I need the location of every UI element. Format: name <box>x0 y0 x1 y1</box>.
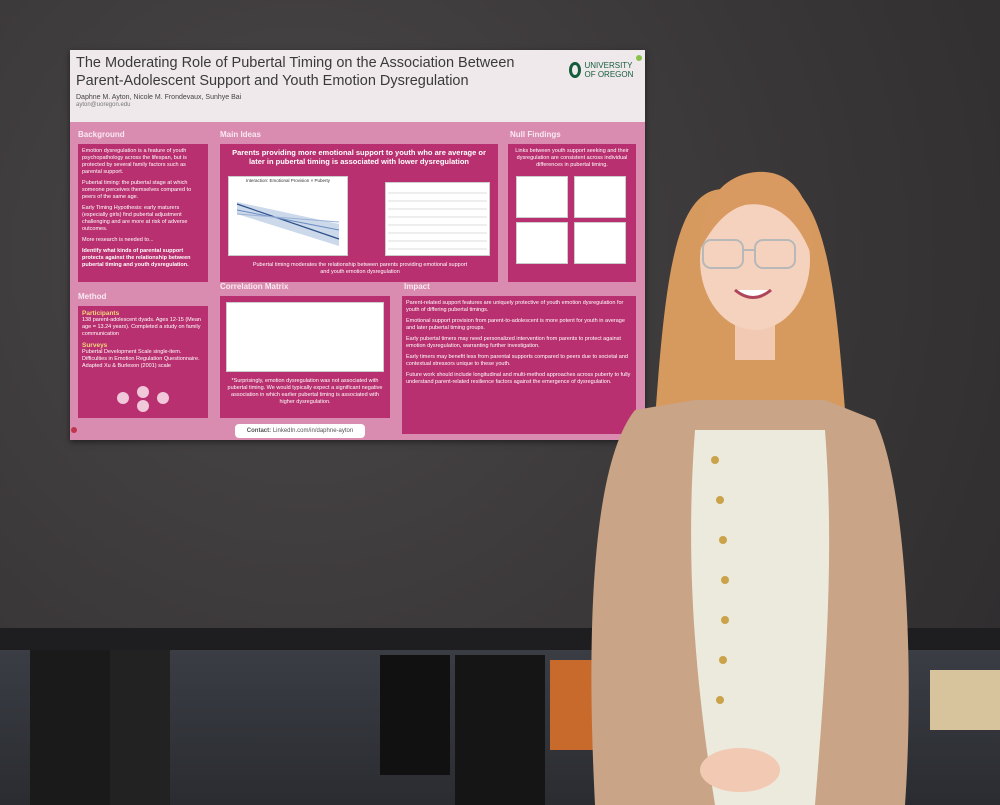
impact-bullet: Early pubertal timers may need personali… <box>406 336 621 349</box>
logo-text: UNIVERSITY OF OREGON <box>584 61 634 79</box>
impact-box: Parent-related support features are uniq… <box>402 296 636 434</box>
poster-email: ayton@uoregon.edu <box>76 102 131 108</box>
pushpin-icon <box>636 55 642 61</box>
impact-bullet: Emotional support provision from parent-… <box>406 318 625 331</box>
null-plot <box>516 222 568 264</box>
main-ideas-box: Parents providing more emotional support… <box>220 144 498 282</box>
main-caption: Pubertal timing moderates the relationsh… <box>252 262 468 275</box>
interaction-plot <box>236 202 340 246</box>
participants-heading: Participants <box>82 310 120 317</box>
background-bullet: Pubertal timing: the pubertal stage at w… <box>82 180 192 200</box>
section-main-ideas-heading: Main Ideas <box>220 130 261 139</box>
section-background-heading: Background <box>78 130 125 139</box>
section-impact-heading: Impact <box>404 282 430 291</box>
null-plot <box>574 176 626 218</box>
contact-label: Contact: <box>246 428 272 434</box>
correlation-box: *Surprisingly, emotion dysregulation was… <box>220 296 390 418</box>
oregon-o-icon <box>569 62 581 78</box>
pushpin-icon <box>71 427 77 433</box>
main-headline: Parents providing more emotional support… <box>232 148 486 166</box>
background-box: Emotion dysregulation is a feature of yo… <box>78 144 208 282</box>
participants-text: 138 parent-adolescent dyads. Ages 12-15 … <box>82 317 201 337</box>
background-bullet: Early Timing Hypothesis: early maturers … <box>82 205 188 232</box>
section-correlation-heading: Correlation Matrix <box>220 282 289 291</box>
paper-bag <box>930 670 1000 730</box>
background-bullet: More research is needed to... <box>82 237 154 243</box>
regression-table <box>385 182 490 256</box>
poster-authors: Daphne M. Ayton, Nicole M. Frondevaux, S… <box>76 94 242 101</box>
background-question: Identify what kinds of parental support … <box>82 248 191 268</box>
poster-body: Background Emotion dysregulation is a fe… <box>70 122 645 440</box>
null-plot <box>516 176 568 218</box>
university-logo: UNIVERSITY OF OREGON <box>569 56 639 84</box>
background-bullet: Emotion dysregulation is a feature of yo… <box>82 148 187 175</box>
impact-bullet: Parent-related support features are uniq… <box>406 300 624 313</box>
bystander-legs <box>455 655 545 805</box>
bystander-legs <box>110 650 170 805</box>
bystander-legs <box>30 650 110 805</box>
interaction-chart: Interaction: Emotional Provision × Puber… <box>228 176 348 256</box>
section-method-heading: Method <box>78 292 107 301</box>
presenter-figure <box>591 171 909 805</box>
null-text: Links between youth support seeking and … <box>515 148 629 168</box>
contact-bar: Contact: LinkedIn.com/in/daphne-ayton <box>235 424 365 438</box>
research-poster: The Moderating Role of Pubertal Timing o… <box>70 50 645 440</box>
bystander-legs <box>380 655 450 775</box>
correlation-note: *Surprisingly, emotion dysregulation was… <box>227 378 383 405</box>
null-plot <box>574 222 626 264</box>
chart-title: Interaction: Emotional Provision × Puber… <box>246 178 330 183</box>
surveys-text: Pubertal Development Scale single-item. … <box>82 349 200 369</box>
method-box: Participants 138 parent-adolescent dyads… <box>78 306 208 418</box>
surveys-heading: Surveys <box>82 342 108 349</box>
contact-link: LinkedIn.com/in/daphne-ayton <box>272 428 354 434</box>
impact-bullet: Future work should include longitudinal … <box>406 372 631 385</box>
impact-bullet: Early timers may benefit less from paren… <box>406 354 628 367</box>
correlation-table <box>226 302 384 372</box>
null-findings-box: Links between youth support seeking and … <box>508 144 636 282</box>
section-null-findings-heading: Null Findings <box>510 130 561 139</box>
dyad-diagram-icon <box>117 386 169 412</box>
poster-title: The Moderating Role of Pubertal Timing o… <box>76 55 515 89</box>
regression-table-lines <box>388 192 487 250</box>
